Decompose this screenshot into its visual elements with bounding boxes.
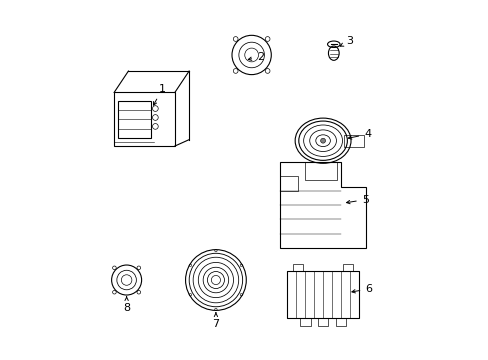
Text: 7: 7	[212, 313, 219, 329]
Text: 1: 1	[153, 84, 165, 105]
Circle shape	[320, 138, 325, 143]
Text: 6: 6	[351, 284, 371, 294]
Text: 5: 5	[346, 195, 368, 204]
Text: 8: 8	[123, 297, 130, 312]
Text: 4: 4	[347, 129, 370, 139]
Text: 3: 3	[340, 36, 353, 46]
Text: 2: 2	[248, 52, 264, 62]
